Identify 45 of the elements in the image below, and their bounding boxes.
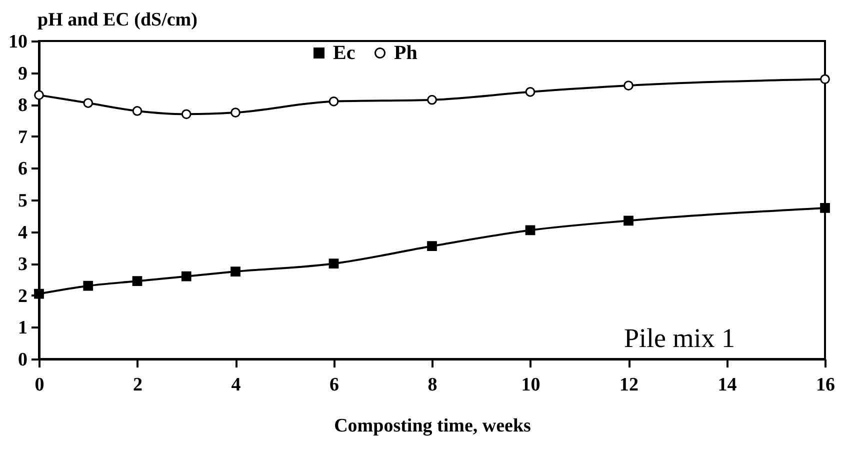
y-tick-label: 8 — [18, 95, 28, 116]
point — [328, 96, 339, 106]
point — [181, 271, 192, 282]
y-tick-label: 5 — [18, 190, 28, 212]
y-tick-label: 2 — [18, 286, 28, 307]
x-tick-label: 12 — [620, 374, 638, 396]
point — [624, 216, 634, 226]
point — [230, 108, 240, 118]
x-axis-title: Composting time, weeks — [334, 416, 531, 436]
y-tick-label: 0 — [18, 350, 28, 370]
x-tick-label: 6 — [330, 374, 339, 396]
point — [34, 90, 44, 100]
y-tick-label: 4 — [18, 222, 28, 244]
point — [525, 225, 536, 236]
y-tick-label: 9 — [18, 63, 28, 84]
x-tick-label: 14 — [718, 374, 738, 396]
legend-label: Ec — [333, 42, 356, 64]
point — [624, 80, 634, 90]
point — [525, 86, 536, 97]
x-tick-label: 8 — [428, 374, 438, 396]
point — [83, 280, 94, 291]
point — [328, 258, 339, 269]
y-tick-label: 7 — [18, 126, 28, 148]
legend-label: Ph — [394, 42, 418, 64]
y-tick-label: 1 — [18, 318, 28, 339]
point — [820, 74, 830, 84]
y-tick-label: 10 — [8, 32, 28, 52]
x-tick-label: 0 — [34, 374, 44, 396]
y-tick-label: 3 — [18, 254, 28, 276]
y-tick-label: 6 — [18, 158, 28, 180]
point — [132, 106, 142, 116]
point — [34, 288, 44, 299]
x-tick-label: 4 — [231, 374, 242, 396]
point — [132, 276, 142, 286]
x-tick-label: 2 — [133, 374, 142, 396]
x-tick-label: 16 — [816, 374, 835, 396]
point — [83, 98, 94, 108]
point — [181, 109, 192, 120]
point — [427, 241, 437, 252]
y-axis-title: pH and EC (dS/cm) — [38, 10, 198, 30]
annotation: Pile mix 1 — [624, 323, 735, 353]
point — [820, 203, 830, 213]
point — [230, 266, 240, 276]
x-tick-label: 10 — [521, 374, 540, 396]
point — [427, 94, 437, 105]
